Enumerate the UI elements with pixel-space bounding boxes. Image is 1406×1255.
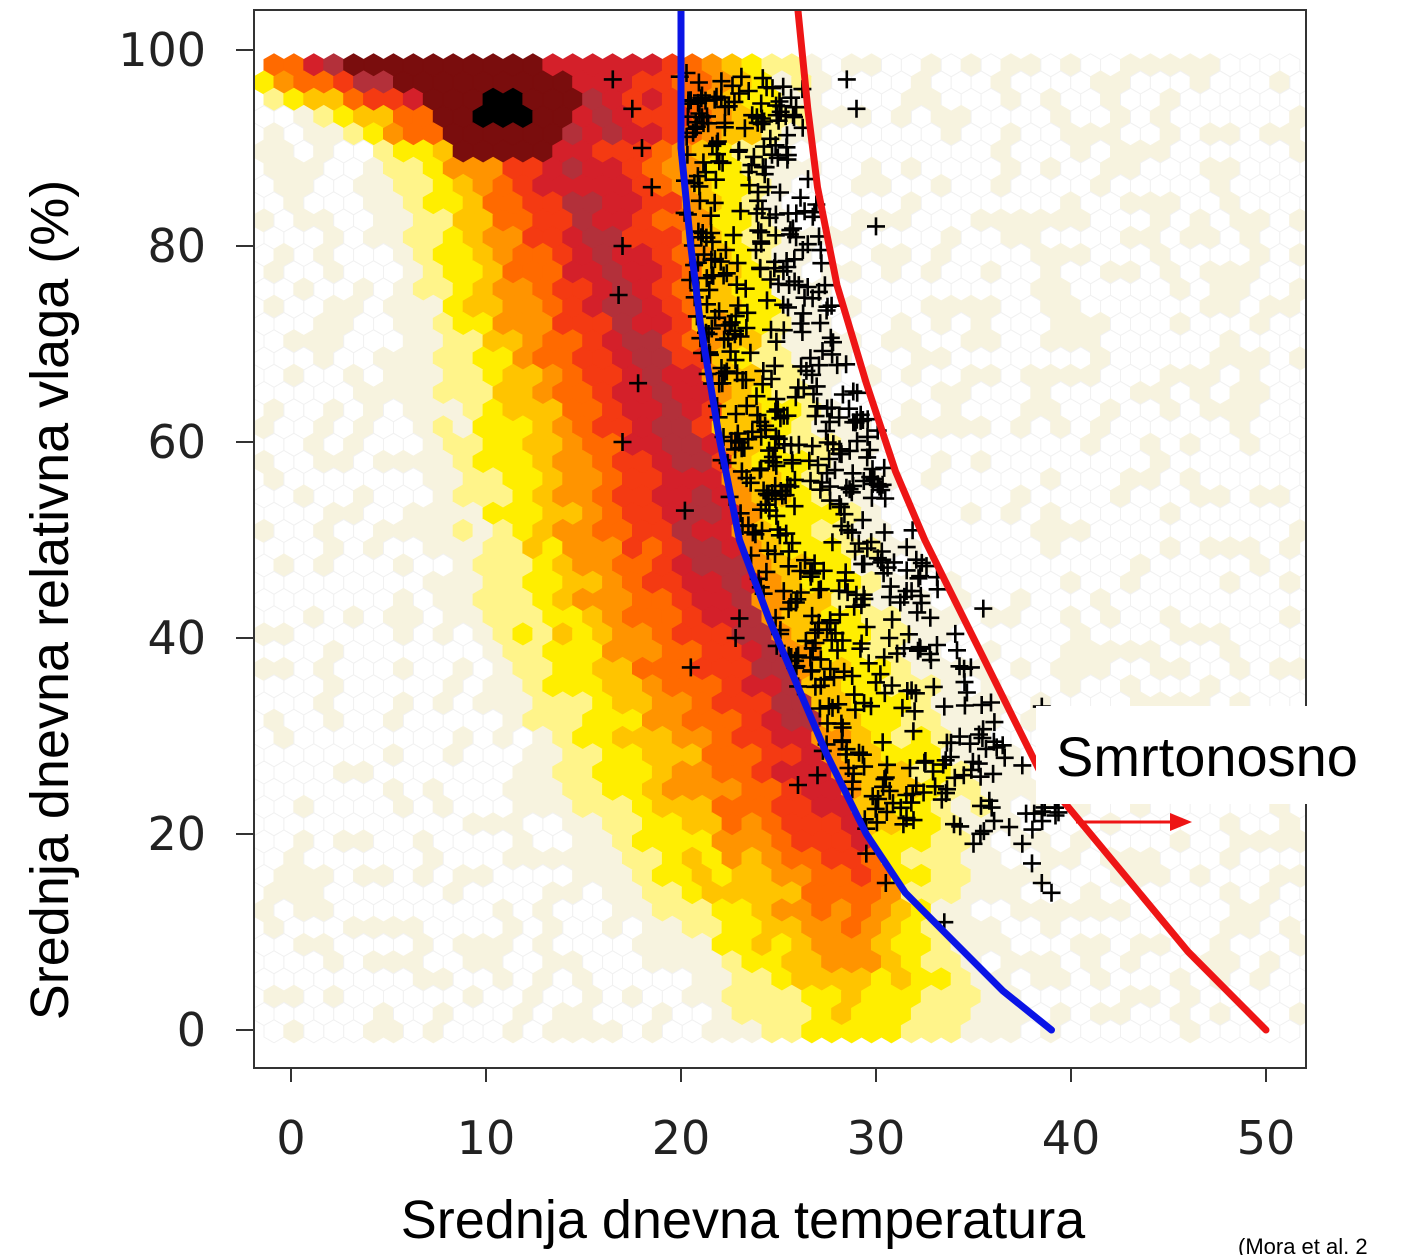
hexbin-cell bbox=[542, 1019, 564, 1044]
hexbin-cell bbox=[721, 1019, 743, 1044]
y-tick-label: 60 bbox=[147, 415, 206, 469]
hexbin-cell bbox=[1000, 1019, 1022, 1044]
hexbin-cell bbox=[681, 1019, 703, 1044]
hexbin-cell bbox=[920, 1019, 942, 1044]
annotation-label: Smrtonosno bbox=[1056, 725, 1358, 788]
y-tick-label: 100 bbox=[118, 23, 206, 77]
y-tick-label: 40 bbox=[147, 611, 206, 665]
hexbin-cell bbox=[383, 1019, 404, 1044]
y-tick-label: 20 bbox=[147, 807, 206, 861]
hexbin-cell bbox=[442, 1019, 464, 1044]
hexbin-cell bbox=[303, 1019, 325, 1044]
source-note: (Mora et al. 2 bbox=[1238, 1234, 1368, 1255]
hexbin-cell bbox=[343, 1019, 365, 1044]
hexbin-cell bbox=[821, 1019, 843, 1044]
x-axis-title: Srednja dnevna temperatura bbox=[401, 1190, 1086, 1250]
hexbin-cell bbox=[502, 1019, 524, 1044]
x-tick-label: 20 bbox=[652, 1111, 711, 1165]
hexbin-cell bbox=[1219, 1019, 1241, 1044]
hexbin-cell bbox=[1179, 1019, 1201, 1044]
x-tick-label: 50 bbox=[1237, 1111, 1296, 1165]
x-tick-label: 0 bbox=[276, 1111, 305, 1165]
hexbin-cell bbox=[881, 1019, 902, 1044]
hexbin-cell bbox=[1060, 1019, 1082, 1044]
hexbin-cell bbox=[602, 1019, 623, 1044]
y-tick-label: 0 bbox=[177, 1003, 206, 1057]
hexbin-cell bbox=[283, 1019, 305, 1044]
hexbin-cell bbox=[363, 1019, 384, 1044]
hexbin-cell bbox=[900, 1019, 922, 1044]
hexbin-cell bbox=[1100, 1019, 1121, 1044]
hexbin-cell bbox=[263, 1019, 285, 1044]
hexbin-cell bbox=[1279, 1019, 1301, 1044]
hexbin-density-layer bbox=[254, 53, 1306, 1044]
hexbin-cell bbox=[801, 1019, 823, 1044]
hexbin-cell bbox=[701, 1019, 723, 1044]
hexbin-cell bbox=[1120, 1019, 1141, 1044]
hexbin-cell bbox=[940, 1019, 962, 1044]
hexbin-cell bbox=[522, 1019, 544, 1044]
y-tick-label: 80 bbox=[147, 219, 206, 273]
hexbin-cell bbox=[562, 1019, 584, 1044]
hexbin-cell bbox=[861, 1019, 882, 1044]
hexbin-cell bbox=[1080, 1019, 1102, 1044]
x-tick-label: 10 bbox=[457, 1111, 516, 1165]
hexbin-cell bbox=[761, 1019, 783, 1044]
hexbin-cell bbox=[1159, 1019, 1181, 1044]
hexbin-cell bbox=[462, 1019, 484, 1044]
hexbin-cell bbox=[402, 1019, 424, 1044]
hexbin-cell bbox=[781, 1019, 803, 1044]
hexbin-cell bbox=[582, 1019, 604, 1044]
hexbin-cell bbox=[482, 1019, 504, 1044]
x-tick-label: 30 bbox=[847, 1111, 906, 1165]
hexbin-cell bbox=[1199, 1019, 1221, 1044]
hexbin-cell bbox=[741, 1019, 763, 1044]
hexbin-cell bbox=[960, 1019, 982, 1044]
x-tick-label: 40 bbox=[1042, 1111, 1101, 1165]
hexbin-cell bbox=[323, 1019, 345, 1044]
hexbin-cell bbox=[642, 1019, 663, 1044]
hexbin-cell bbox=[980, 1019, 1002, 1044]
y-axis-title: Srednja dnevna relativna vlaga (%) bbox=[20, 180, 80, 1020]
hexbin-cell bbox=[422, 1019, 444, 1044]
hexbin-cell bbox=[841, 1019, 863, 1044]
hexbin-cell bbox=[622, 1019, 643, 1044]
hexbin-cell bbox=[661, 1019, 683, 1044]
hexbin-cell bbox=[1139, 1019, 1161, 1044]
